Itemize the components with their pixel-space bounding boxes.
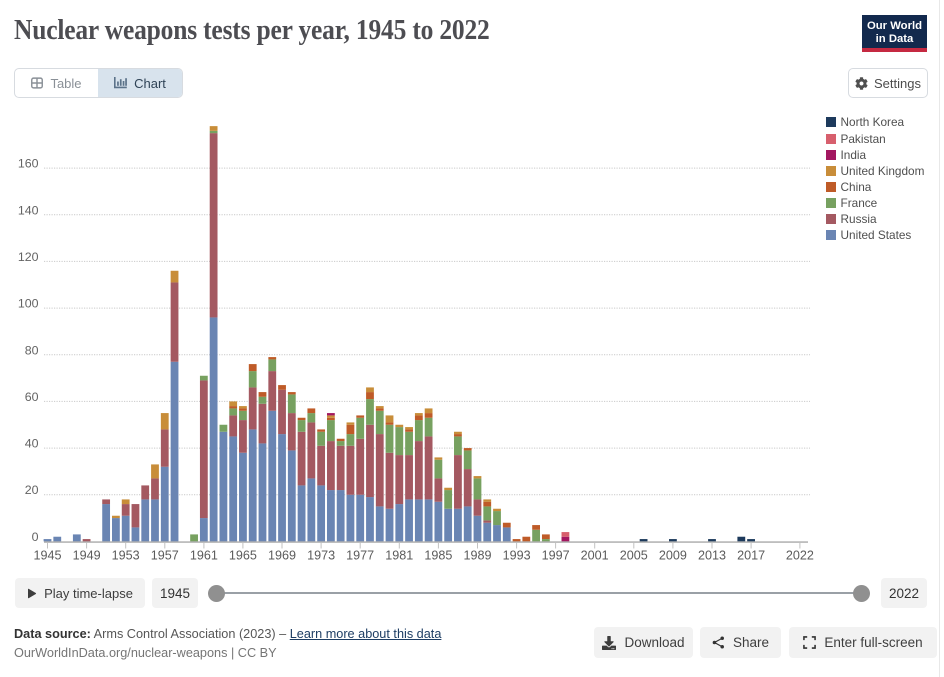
svg-text:2022: 2022 (786, 549, 814, 563)
svg-text:2001: 2001 (581, 549, 609, 563)
svg-text:1945: 1945 (33, 549, 61, 563)
svg-text:1997: 1997 (542, 549, 570, 563)
svg-text:100: 100 (18, 297, 39, 311)
svg-text:2009: 2009 (659, 549, 687, 563)
svg-text:0: 0 (32, 530, 39, 544)
svg-text:2017: 2017 (737, 549, 765, 563)
svg-text:160: 160 (18, 157, 39, 171)
svg-text:1981: 1981 (385, 549, 413, 563)
svg-text:1969: 1969 (268, 549, 296, 563)
svg-text:1989: 1989 (463, 549, 491, 563)
svg-text:1965: 1965 (229, 549, 257, 563)
svg-text:120: 120 (18, 250, 39, 264)
svg-text:1957: 1957 (151, 549, 179, 563)
svg-text:1973: 1973 (307, 549, 335, 563)
svg-text:140: 140 (18, 203, 39, 217)
svg-text:1993: 1993 (503, 549, 531, 563)
svg-text:60: 60 (25, 390, 39, 404)
svg-text:80: 80 (25, 343, 39, 357)
svg-text:20: 20 (25, 483, 39, 497)
svg-text:1953: 1953 (112, 549, 140, 563)
svg-text:1985: 1985 (424, 549, 452, 563)
svg-text:1949: 1949 (73, 549, 101, 563)
svg-text:2005: 2005 (620, 549, 648, 563)
svg-text:40: 40 (25, 437, 39, 451)
svg-text:2013: 2013 (698, 549, 726, 563)
svg-text:1961: 1961 (190, 549, 218, 563)
svg-text:1977: 1977 (346, 549, 374, 563)
